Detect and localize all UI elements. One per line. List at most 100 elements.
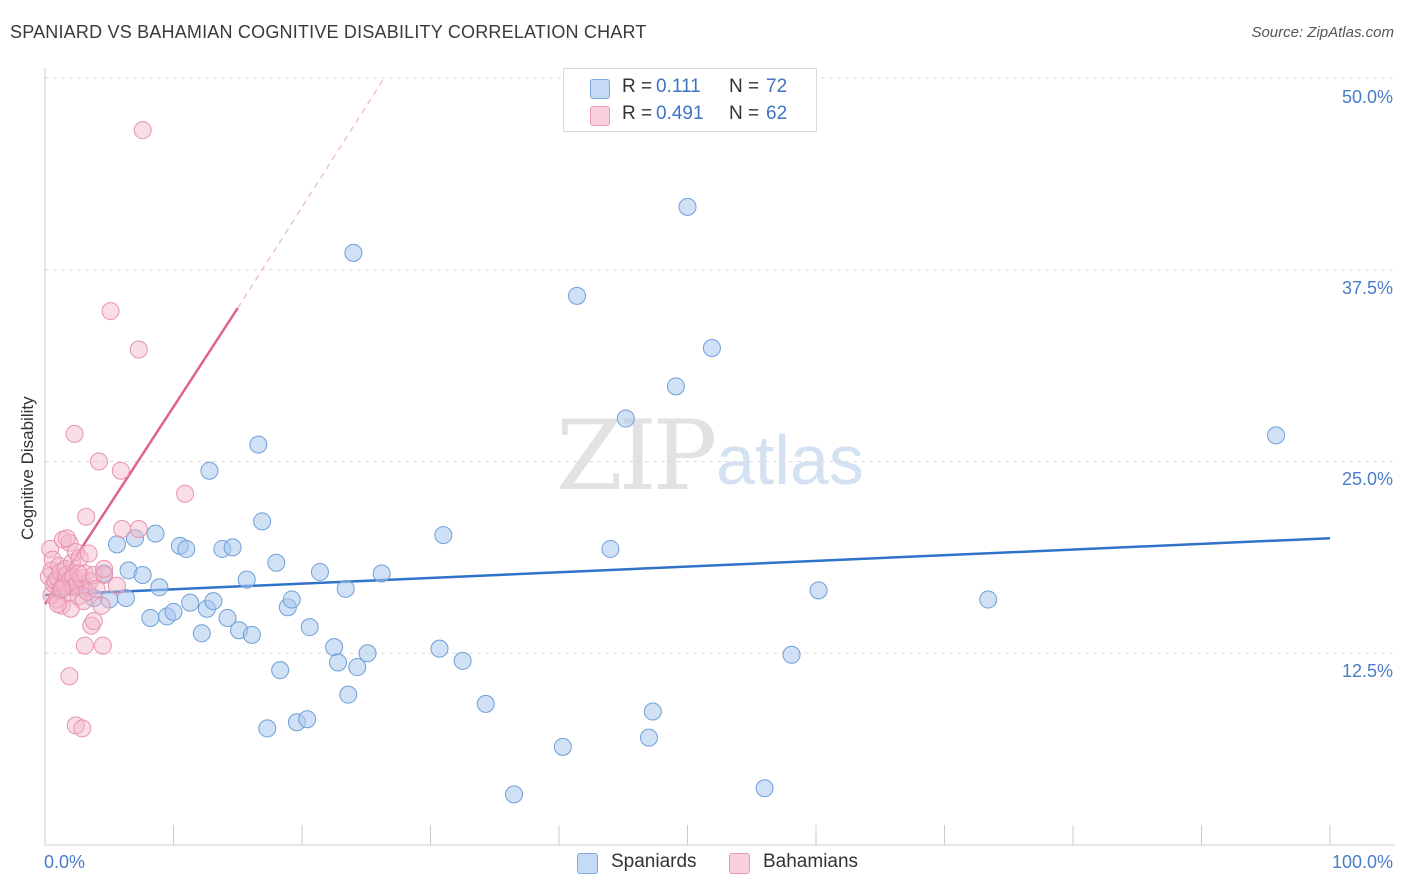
point-spaniards	[200, 461, 219, 480]
trend-line-bahamians-extension	[237, 77, 385, 309]
watermark-atlas: atlas	[716, 421, 864, 499]
point-bahamians	[89, 452, 108, 471]
point-bahamians	[176, 484, 195, 503]
point-spaniards	[505, 785, 524, 804]
point-spaniards	[150, 578, 169, 597]
point-spaniards	[116, 589, 135, 608]
point-spaniards	[616, 409, 635, 428]
point-spaniards	[204, 592, 223, 611]
point-bahamians	[69, 564, 88, 583]
point-bahamians	[129, 519, 148, 538]
point-spaniards	[453, 651, 472, 670]
y-tick-label-12-5: 12.5%	[1341, 661, 1393, 681]
point-spaniards	[282, 590, 301, 609]
point-bahamians	[52, 579, 71, 598]
point-spaniards	[267, 553, 286, 572]
stats-n-value: 62	[766, 103, 788, 124]
point-bahamians	[82, 616, 101, 635]
stats-n-label: N =	[729, 103, 760, 124]
point-spaniards	[133, 566, 152, 585]
point-spaniards	[372, 564, 391, 583]
point-spaniards	[107, 535, 126, 554]
point-bahamians	[65, 424, 84, 443]
point-spaniards	[755, 779, 774, 798]
legend-swatch-bahamians	[729, 853, 750, 874]
stats-n-label: N =	[729, 76, 760, 97]
point-spaniards	[177, 539, 196, 558]
point-spaniards	[336, 579, 355, 598]
point-spaniards	[237, 570, 256, 589]
point-spaniards	[434, 526, 453, 545]
y-tick-label-37-5: 37.5%	[1341, 278, 1393, 298]
point-bahamians	[84, 566, 103, 585]
point-bahamians	[107, 576, 126, 595]
point-bahamians	[46, 572, 65, 591]
point-bahamians	[84, 612, 103, 631]
point-spaniards	[242, 625, 261, 644]
point-bahamians	[77, 507, 96, 526]
point-spaniards	[181, 593, 200, 612]
x-tick-label-100: 100.0%	[1331, 852, 1393, 872]
point-spaniards	[253, 512, 272, 531]
stats-r-label: R =	[622, 103, 653, 124]
stats-n-value: 72	[766, 76, 788, 97]
trend-line-spaniards	[44, 536, 1331, 597]
point-spaniards	[358, 644, 377, 663]
point-spaniards	[666, 377, 685, 396]
point-spaniards	[639, 728, 658, 747]
point-spaniards	[328, 653, 347, 672]
point-bahamians	[75, 636, 94, 655]
point-spaniards	[141, 608, 160, 627]
point-bahamians	[113, 519, 132, 538]
y-tick-label-50: 50.0%	[1341, 87, 1393, 107]
point-spaniards	[164, 602, 183, 621]
point-spaniards	[809, 581, 828, 600]
point-bahamians	[73, 719, 92, 738]
point-spaniards	[979, 590, 998, 609]
point-spaniards	[430, 639, 449, 658]
stats-row-bahamians: R = 0.491 N = 62	[564, 100, 816, 128]
stats-row-spaniards: R = 0.111 N = 72	[564, 73, 816, 101]
point-bahamians	[111, 461, 130, 480]
point-bahamians	[129, 340, 148, 359]
point-bahamians	[93, 636, 112, 655]
y-axis-label: Cognitive Disability	[18, 396, 37, 540]
point-spaniards	[192, 624, 211, 643]
stats-swatch-spaniards	[590, 79, 610, 99]
point-spaniards	[678, 197, 697, 216]
point-bahamians	[95, 559, 114, 578]
y-tick-label-25: 25.0%	[1341, 469, 1393, 489]
point-bahamians	[92, 596, 111, 615]
point-spaniards	[476, 694, 495, 713]
point-spaniards	[125, 529, 144, 548]
point-spaniards	[325, 638, 344, 657]
point-bahamians	[48, 595, 67, 614]
stats-r-value: 0.491	[656, 103, 704, 124]
point-spaniards	[249, 435, 268, 454]
legend-swatch-spaniards	[577, 853, 598, 874]
point-spaniards	[702, 338, 721, 357]
point-bahamians	[133, 121, 152, 140]
stats-r-value: 0.111	[656, 76, 701, 97]
point-spaniards	[348, 658, 367, 677]
point-spaniards	[300, 618, 319, 637]
chart-title: SPANIARD VS BAHAMIAN COGNITIVE DISABILIT…	[10, 22, 647, 42]
chart-source: Source: ZipAtlas.com	[1251, 24, 1394, 41]
point-spaniards	[1267, 426, 1286, 445]
point-bahamians	[60, 667, 79, 686]
trend-line-bahamians	[43, 307, 239, 605]
point-spaniards	[339, 685, 358, 704]
point-spaniards	[271, 661, 290, 680]
gridlines	[45, 77, 1395, 654]
point-bahamians	[79, 544, 98, 563]
point-spaniards	[310, 562, 329, 581]
watermark-zip: ZIP	[556, 400, 717, 512]
point-bahamians	[60, 533, 79, 552]
trend-lines	[43, 77, 1331, 605]
point-bahamians	[57, 529, 76, 548]
stats-box: R = 0.111 N = 72 R = 0.491 N = 62	[563, 68, 817, 132]
data-points	[39, 121, 1286, 804]
stats-swatch-bahamians	[590, 106, 610, 126]
stats-r-label: R =	[622, 76, 653, 97]
